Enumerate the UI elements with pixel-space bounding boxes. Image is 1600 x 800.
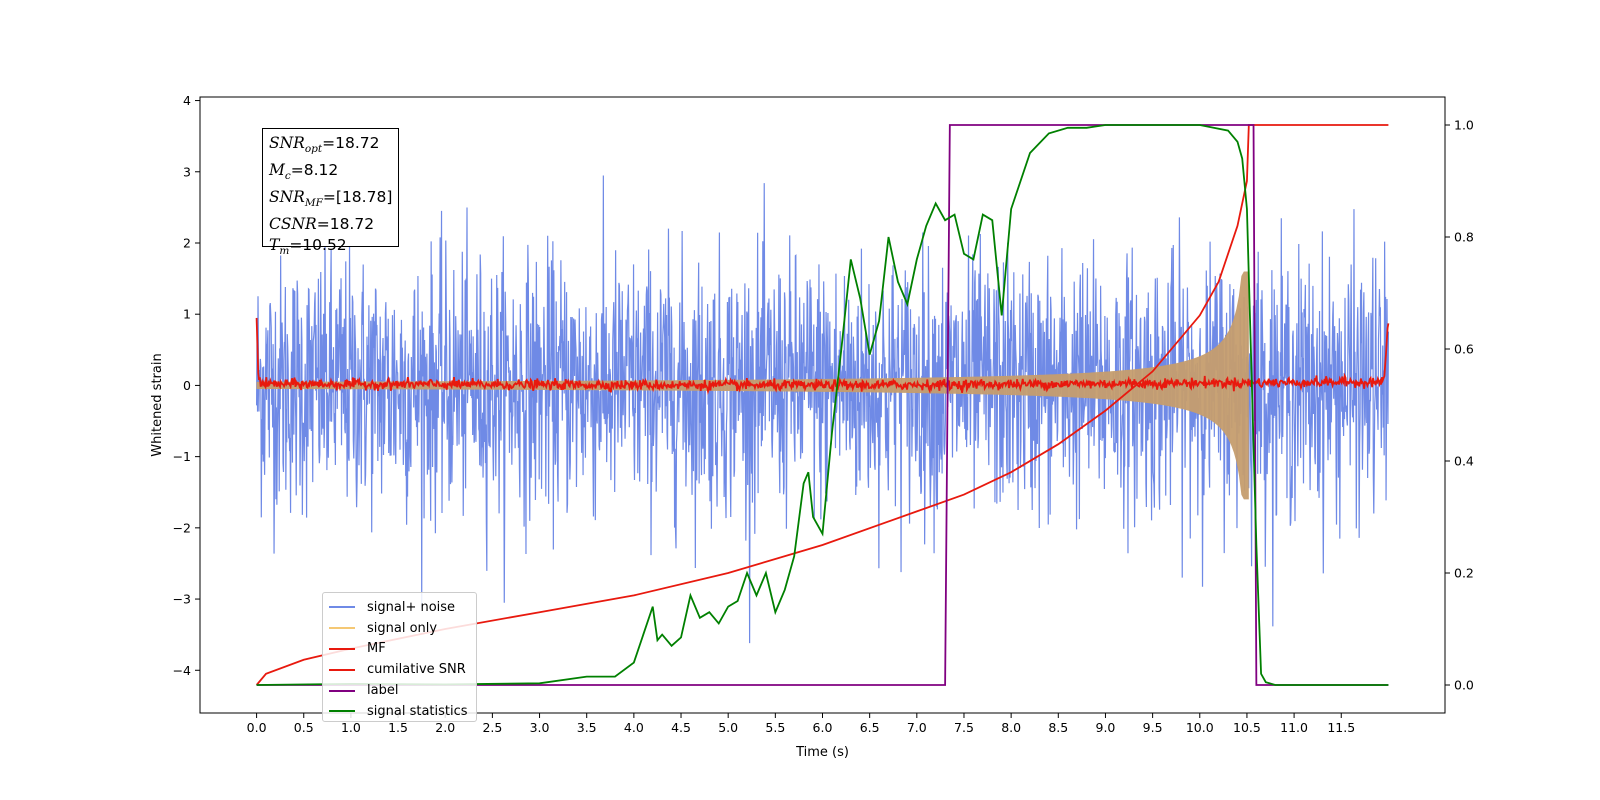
x-tick-label: 4.5: [671, 720, 691, 735]
legend-item-cumilative-snr: cumilative SNR: [329, 659, 470, 680]
y-tick-label: 0: [183, 378, 191, 393]
x-tick-label: 8.0: [1001, 720, 1021, 735]
x-tick-label: 0.5: [294, 720, 314, 735]
annotation-snr-mf: SNRMF=[18.78]: [269, 188, 393, 210]
y-tick-label: 1: [183, 307, 191, 322]
legend-swatch: [329, 689, 355, 692]
legend-item-label: label: [329, 680, 470, 701]
annotation-csnr: CSNR=18.72: [269, 215, 375, 234]
legend-swatch: [329, 647, 355, 650]
x-tick-label: 9.0: [1096, 720, 1116, 735]
series-mf: [255, 317, 1390, 396]
y-tick-label: 2: [183, 235, 191, 250]
x-tick-label: 1.0: [341, 720, 361, 735]
x-tick-label: 1.5: [388, 720, 408, 735]
x-tick-label: 4.0: [624, 720, 644, 735]
y-tick-label: −3: [173, 592, 191, 607]
series-signal-statistics: [256, 124, 1389, 686]
legend: signal+ noise signal only MF cumilative …: [322, 592, 477, 722]
x-tick-label: 10.5: [1233, 720, 1261, 735]
x-tick-label: 2.5: [482, 720, 502, 735]
legend-item-signal-noise: signal+ noise: [329, 597, 470, 618]
x-axis-label: Time (s): [795, 745, 849, 760]
legend-item-mf: MF: [329, 639, 470, 660]
y-axis-label: Whitened strain: [150, 353, 165, 456]
x-tick-label: 7.5: [954, 720, 974, 735]
annotation-tm: Tm=10.52: [269, 236, 347, 258]
x-tick-label: 9.5: [1143, 720, 1163, 735]
y2-tick-label: 0.8: [1454, 230, 1474, 245]
annotation-snr-opt: SNRopt=18.72: [269, 134, 380, 156]
x-tick-label: 3.0: [530, 720, 550, 735]
x-tick-label: 11.5: [1327, 720, 1355, 735]
x-tick-label: 5.0: [718, 720, 738, 735]
annotation-box: SNRopt=18.72 Mc=8.12 SNRMF=[18.78] CSNR=…: [262, 128, 399, 257]
x-tick-label: 0.0: [247, 720, 267, 735]
x-tick-label: 11.0: [1280, 720, 1308, 735]
y2-tick-label: 0.4: [1454, 454, 1474, 469]
x-tick-label: 10.0: [1186, 720, 1214, 735]
legend-item-signal-only: signal only: [329, 618, 470, 639]
y-tick-label: 4: [183, 93, 191, 108]
y2-tick-label: 0.2: [1454, 566, 1474, 581]
x-tick-label: 5.5: [765, 720, 785, 735]
legend-item-signal-statistics: signal statistics: [329, 701, 470, 722]
legend-swatch: [329, 668, 355, 671]
y-tick-label: −2: [173, 520, 191, 535]
y-tick-label: 3: [183, 164, 191, 179]
y2-tick-label: 0.0: [1454, 678, 1474, 693]
x-tick-label: 7.0: [907, 720, 927, 735]
y-tick-label: −1: [173, 449, 191, 464]
axes: 0.0 0.5 1.0 1.5 2.0 2.5 3.0 3.5 4.0 4.5 5.0 5.5 6.0 6…: [150, 93, 1474, 760]
y2-tick-label: 1.0: [1454, 118, 1474, 133]
x-tick-label: 6.5: [860, 720, 880, 735]
legend-swatch: [329, 710, 355, 713]
x-tick-label: 8.5: [1048, 720, 1068, 735]
y-tick-label: −4: [173, 663, 191, 678]
legend-swatch: [329, 606, 355, 609]
annotation-mc: Mc=8.12: [269, 161, 339, 183]
x-tick-label: 2.0: [435, 720, 455, 735]
legend-swatch: [329, 627, 355, 630]
x-tick-label: 3.5: [577, 720, 597, 735]
x-tick-label: 6.0: [813, 720, 833, 735]
y2-tick-label: 0.6: [1454, 342, 1474, 357]
